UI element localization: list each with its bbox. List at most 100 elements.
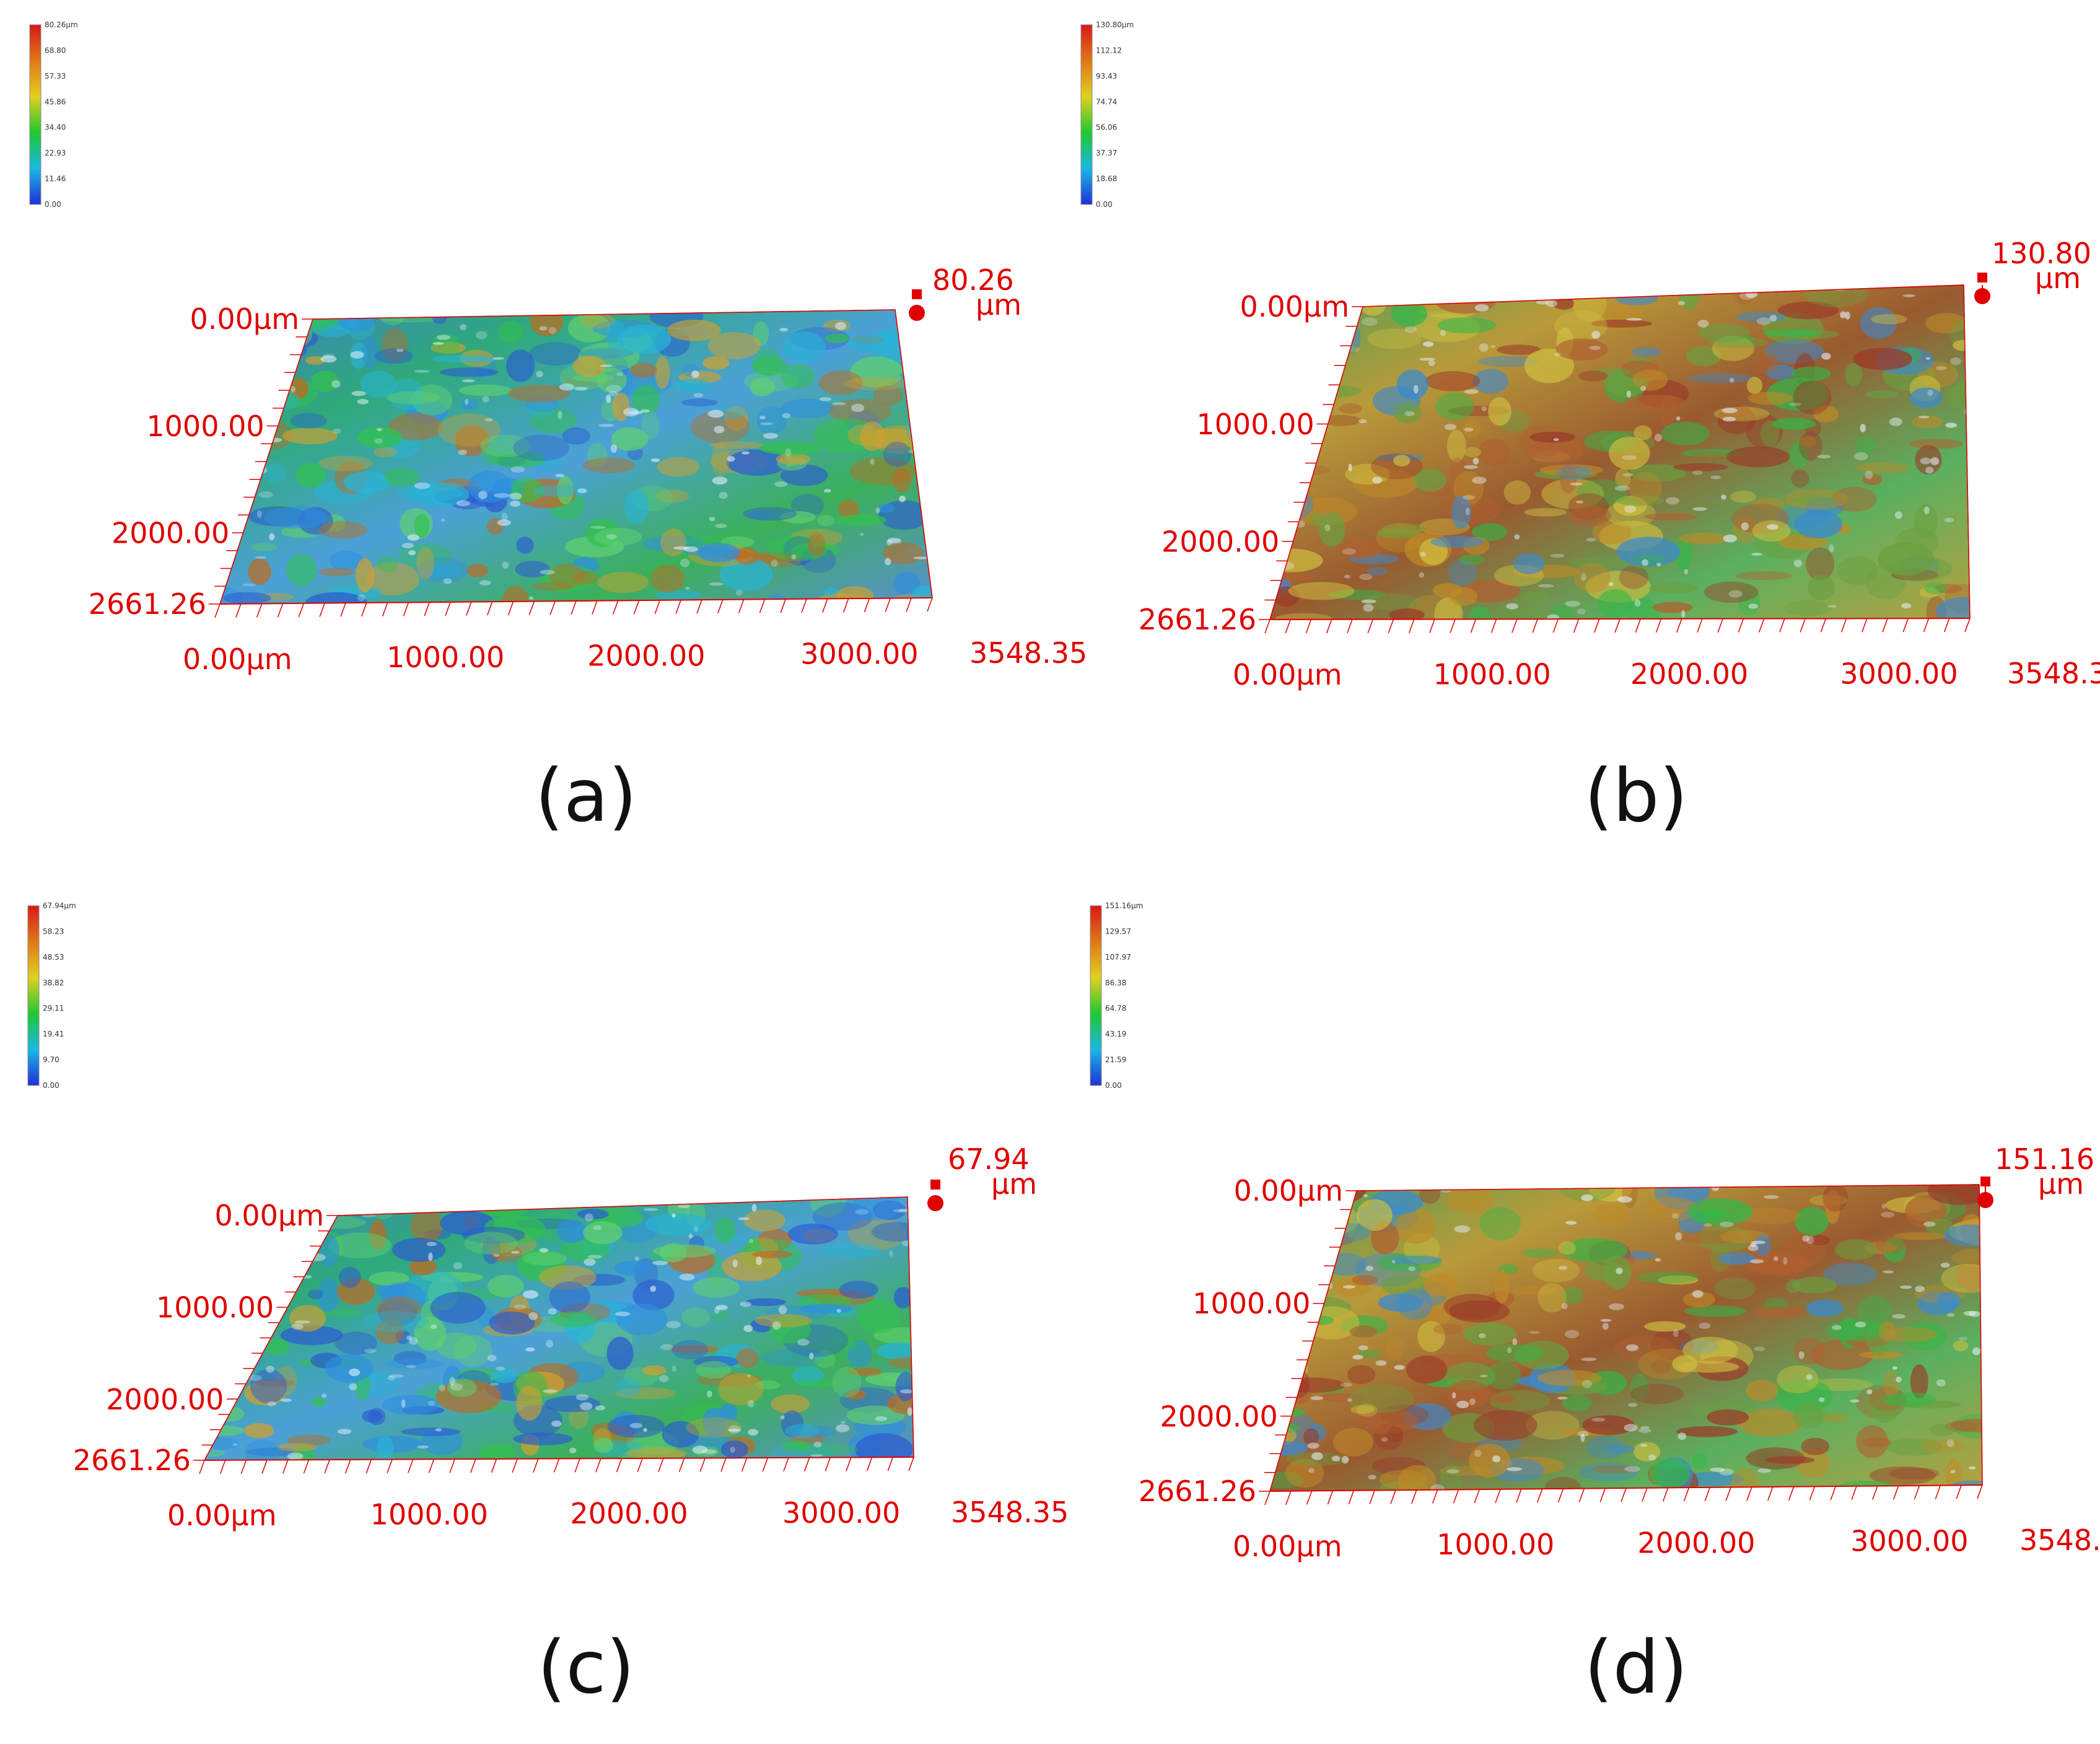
- x-tick: [654, 600, 660, 615]
- x-tick: [1388, 619, 1394, 633]
- x-tick-label: 0.00µm: [183, 642, 292, 676]
- x-tick: [1264, 1491, 1271, 1505]
- x-tick: [1557, 1488, 1564, 1503]
- x-tick-label: 1000.00: [370, 1498, 488, 1531]
- x-tick: [1655, 618, 1662, 633]
- x-tick: [403, 602, 409, 616]
- x-tick-label: 2000.00: [1637, 1526, 1755, 1559]
- x-tick: [1830, 1486, 1836, 1501]
- x-tick: [1725, 1487, 1731, 1501]
- x-tick: [361, 602, 367, 617]
- x-tick: [1662, 1488, 1669, 1502]
- x-tick: [1264, 619, 1271, 634]
- x-tick: [574, 1458, 580, 1473]
- z-max-label: 80.26: [932, 263, 1014, 297]
- y-tick-label: 0.00µm: [190, 302, 300, 336]
- x-tick: [466, 602, 472, 616]
- surface-plot-d: 151.16µm 129.57 107.97 86.38 64.78 43.19 21.59…: [1090, 901, 2100, 1563]
- x-tick: [1779, 618, 1785, 633]
- x-tick: [1532, 618, 1538, 633]
- x-tick: [261, 1460, 268, 1474]
- x-tick-label: 3548.35: [951, 1496, 1069, 1529]
- y-tick-label: 0.00µm: [215, 1199, 325, 1232]
- x-tick: [1552, 618, 1559, 633]
- y-tick-label: 1000.00: [146, 410, 264, 443]
- x-tick: [1809, 1486, 1816, 1501]
- z-max-marker-square: [1980, 1177, 1990, 1186]
- x-tick: [822, 598, 828, 613]
- colorbar-tick-label: 74.74: [1096, 97, 1117, 106]
- y-tick-label: 2000.00: [112, 517, 229, 550]
- x-tick: [1820, 618, 1827, 633]
- colorbar-tick-label: 19.41: [43, 1030, 64, 1038]
- x-tick: [1512, 619, 1518, 633]
- x-tick: [553, 1458, 560, 1473]
- x-tick: [1516, 1489, 1522, 1503]
- x-tick: [387, 1459, 393, 1473]
- y-tick-label: 0.00µm: [1240, 290, 1350, 323]
- x-tick: [864, 598, 870, 613]
- x-tick: [1614, 618, 1621, 633]
- axis-line: [895, 309, 933, 598]
- x-tick: [1758, 618, 1765, 633]
- colorbar-tick-label: 0.00: [1105, 1081, 1122, 1090]
- x-tick: [1495, 1489, 1501, 1504]
- x-tick: [1840, 618, 1847, 633]
- x-tick: [637, 1458, 643, 1473]
- z-max-label: 130.80: [1992, 237, 2091, 270]
- x-tick: [277, 603, 284, 618]
- x-tick: [1862, 618, 1868, 633]
- x-tick: [571, 600, 577, 615]
- x-tick-label: 3000.00: [782, 1496, 900, 1530]
- colorbar-tick-label: 38.82: [43, 978, 64, 987]
- x-tick: [1697, 618, 1703, 633]
- axis-line: [1979, 1184, 1983, 1486]
- colorbar-tick-label: 67.94µm: [43, 901, 76, 910]
- z-unit-label: µm: [991, 1167, 1037, 1201]
- surface-plot-c: 67.94µm 58.23 48.53 38.82 29.11 19.41 9.70 0.00…: [27, 901, 1069, 1532]
- x-tick-label: 3548.35: [2019, 1523, 2100, 1557]
- axis-line: [907, 1196, 914, 1458]
- y-tick-label: 2661.26: [73, 1444, 191, 1477]
- caption-c: (c): [537, 1624, 635, 1710]
- x-tick: [219, 1460, 226, 1475]
- x-tick-label: 1000.00: [1437, 1528, 1554, 1561]
- x-tick: [612, 600, 619, 615]
- colorbar-tick-label: 68.80: [45, 46, 66, 55]
- z-max-marker-square: [1977, 273, 1987, 283]
- caption-b: (b): [1584, 753, 1688, 838]
- x-tick: [846, 1457, 852, 1471]
- colorbar-tick-label: 64.78: [1105, 1004, 1126, 1013]
- x-tick: [633, 600, 640, 615]
- x-tick: [1872, 1486, 1878, 1500]
- x-tick: [803, 1457, 810, 1471]
- x-tick: [1738, 618, 1744, 633]
- x-tick: [675, 600, 681, 614]
- colorbar-tick-label: 58.23: [43, 927, 64, 936]
- x-tick: [783, 1457, 789, 1472]
- colorbar-tick-label: 18.68: [1096, 175, 1117, 183]
- x-tick: [1573, 618, 1580, 633]
- colorbar-tick-label: 21.59: [1105, 1056, 1126, 1064]
- x-tick: [741, 1457, 748, 1472]
- x-tick: [1914, 1485, 1920, 1500]
- x-tick: [658, 1458, 664, 1473]
- axis-line: [312, 309, 896, 320]
- x-tick: [1935, 1485, 1941, 1499]
- axis-line: [337, 1196, 908, 1216]
- colorbar-tick-label: 0.00: [45, 200, 61, 209]
- x-tick: [908, 1457, 914, 1471]
- z-unit-label: µm: [976, 288, 1022, 322]
- x-tick: [1490, 619, 1497, 633]
- x-tick: [303, 1460, 310, 1474]
- x-tick: [1977, 1484, 1983, 1499]
- x-tick: [927, 597, 933, 612]
- x-tick: [1327, 1490, 1334, 1505]
- colorbar-tick-label: 37.37: [1096, 149, 1117, 157]
- z-max-marker: [1977, 1192, 1993, 1208]
- colorbar: [29, 24, 42, 205]
- x-tick: [533, 1458, 539, 1473]
- x-tick: [1411, 1489, 1417, 1504]
- x-tick: [240, 1460, 247, 1474]
- x-tick: [428, 1459, 435, 1473]
